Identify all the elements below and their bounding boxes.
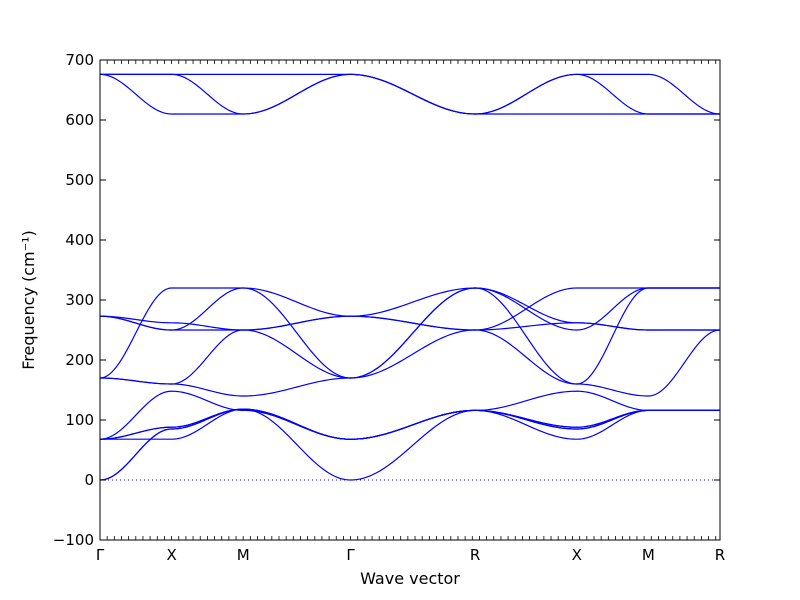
x-tick-label: M	[642, 546, 655, 564]
y-tick-label: 700	[65, 51, 94, 69]
y-tick-label: 400	[65, 231, 94, 249]
band-line-4	[99, 390, 720, 440]
x-tick-label: M	[237, 546, 250, 564]
band-line-3	[100, 408, 720, 481]
band-line-13	[99, 73, 720, 115]
band-line-11	[99, 287, 720, 331]
band-line-15	[100, 73, 720, 115]
x-tick-label: Γ	[346, 546, 355, 564]
band-line-14	[100, 73, 721, 115]
bands-layer	[99, 73, 721, 481]
x-tick-label: Γ	[96, 546, 105, 564]
x-axis-title: Wave vector	[360, 569, 460, 588]
y-tick-label: 500	[65, 171, 94, 189]
band-line-2	[99, 408, 720, 481]
band-line-1	[99, 408, 720, 481]
band-line-5	[99, 390, 720, 440]
band-line-7	[99, 329, 721, 397]
y-tick-label: −100	[53, 531, 94, 549]
y-tick-label: 0	[84, 471, 94, 489]
y-tick-label: 200	[65, 351, 94, 369]
x-tick-label: R	[470, 546, 480, 564]
x-tick-label: X	[572, 546, 582, 564]
y-ticks: −100 0 100 200 300 400 500 600 700	[53, 51, 720, 549]
band-line-12	[99, 287, 720, 331]
x-tick-label: X	[166, 546, 176, 564]
y-axis-title: Frequency (cm⁻¹)	[19, 230, 38, 369]
y-tick-label: 100	[65, 411, 94, 429]
plot-frame	[99, 59, 721, 541]
x-tick-label: R	[715, 546, 725, 564]
band-line-9	[99, 287, 720, 379]
y-tick-label: 600	[65, 111, 94, 129]
band-line-6	[99, 408, 720, 440]
y-tick-label: 300	[65, 291, 94, 309]
